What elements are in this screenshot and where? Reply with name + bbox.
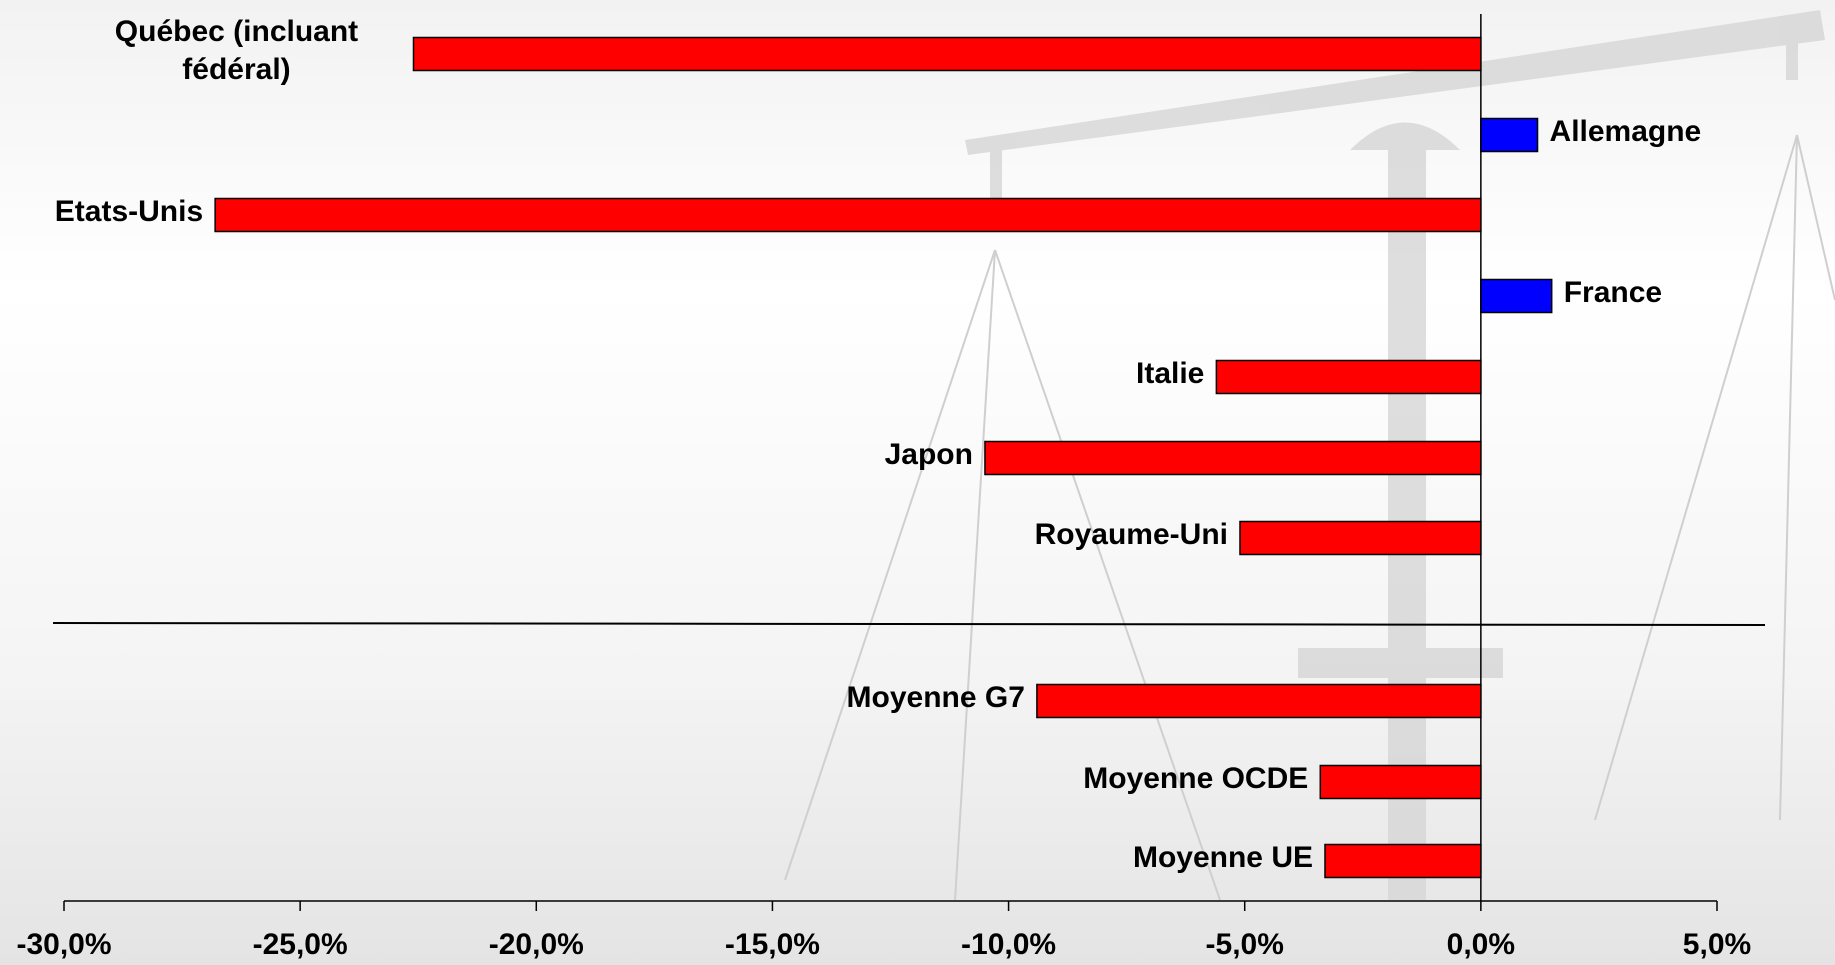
x-tick-label: -20,0%: [488, 928, 584, 961]
bar-label: Japon: [884, 438, 973, 471]
bar: [214, 197, 1482, 233]
bar: [1036, 683, 1482, 719]
bar: [1480, 117, 1539, 153]
bar-label: Italie: [1136, 357, 1205, 390]
background-scale: [965, 10, 1825, 900]
bar-label: Québec (incluant fédéral): [114, 15, 359, 86]
bar-label: France: [1563, 276, 1663, 309]
bar: [1319, 764, 1482, 800]
bar-label: Etats-Unis: [54, 195, 204, 228]
x-tick-label: 0,0%: [1446, 928, 1516, 961]
x-tick-label: -15,0%: [724, 928, 820, 961]
bar-label: Royaume-Uni: [1034, 518, 1228, 551]
x-tick-label: -10,0%: [961, 928, 1057, 961]
bar: [1215, 359, 1482, 395]
x-tick-label: -30,0%: [16, 928, 112, 961]
x-tick-label: -25,0%: [252, 928, 348, 961]
x-tick-label: 5,0%: [1682, 928, 1752, 961]
background-strings: [784, 134, 1835, 901]
bar-label: Moyenne OCDE: [1083, 762, 1309, 795]
separator: [52, 622, 1766, 626]
bar: [984, 440, 1482, 476]
bar: [412, 36, 1482, 72]
bar-label: Moyenne G7: [846, 681, 1025, 714]
bar: [1239, 520, 1482, 556]
bar-label: Moyenne UE: [1132, 841, 1313, 874]
bar: [1480, 278, 1553, 314]
bar: [1324, 843, 1482, 879]
bar-label: Allemagne: [1549, 115, 1702, 148]
x-tick-label: -5,0%: [1205, 928, 1284, 961]
